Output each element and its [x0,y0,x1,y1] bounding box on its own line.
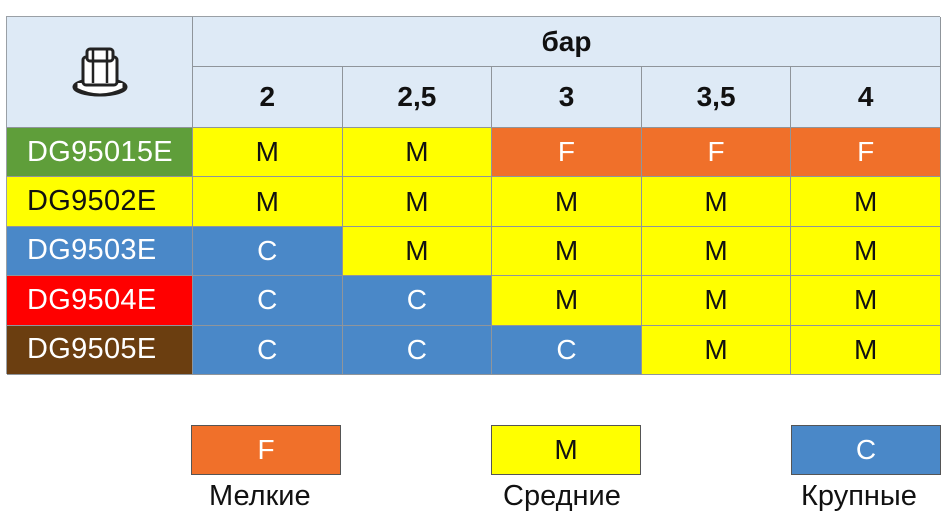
legend-coarse-label: Крупные [801,480,917,512]
droplet-cell: M [342,128,493,178]
droplet-cell: C [342,325,493,375]
droplet-cell: C [193,226,343,277]
droplet-cell: M [791,276,941,326]
nozzle-label: DG9502E [7,177,193,227]
droplet-cell: C [342,276,493,326]
pressure-unit-header: бар [193,17,941,67]
droplet-cell: C [193,325,343,375]
nozzle-label: DG9504E [7,276,193,326]
pressure-header: 3 [492,67,642,128]
nozzle-label: DG9503E [7,226,193,277]
droplet-cell: M [641,226,792,277]
pressure-header: 4 [791,67,941,128]
droplet-cell: F [492,128,642,178]
droplet-cell: C [492,325,642,375]
legend-medium-label: Средние [503,480,621,512]
pressure-header: 2 [193,67,343,128]
droplet-cell: M [791,325,941,375]
pressure-header: 3,5 [641,67,792,128]
droplet-cell: M [641,276,792,326]
nozzle-label: DG9505E [7,325,193,375]
droplet-cell: M [492,226,642,277]
droplet-cell: M [492,276,642,326]
droplet-cell: F [791,128,941,178]
legend-coarse-swatch: C [791,425,941,475]
droplet-cell: M [193,128,343,178]
droplet-cell: M [193,177,343,227]
corner-cell [7,17,193,128]
legend-medium-swatch: M [491,425,641,475]
droplet-cell: F [641,128,792,178]
droplet-size-table: бар 2 2,5 3 3,5 4 DG95015E M M F F F DG9… [6,16,941,375]
droplet-cell: M [492,177,642,227]
legend-fine-label: Мелкие [209,480,311,512]
droplet-cell: M [641,177,792,227]
droplet-cell: M [791,226,941,277]
nozzle-icon [72,47,127,97]
legend-fine-swatch: F [191,425,341,475]
droplet-cell: M [641,325,792,375]
pressure-header: 2,5 [342,67,493,128]
droplet-cell: C [193,276,343,326]
droplet-cell: M [342,226,493,277]
droplet-cell: M [342,177,493,227]
droplet-cell: M [791,177,941,227]
nozzle-label: DG95015E [7,128,193,178]
